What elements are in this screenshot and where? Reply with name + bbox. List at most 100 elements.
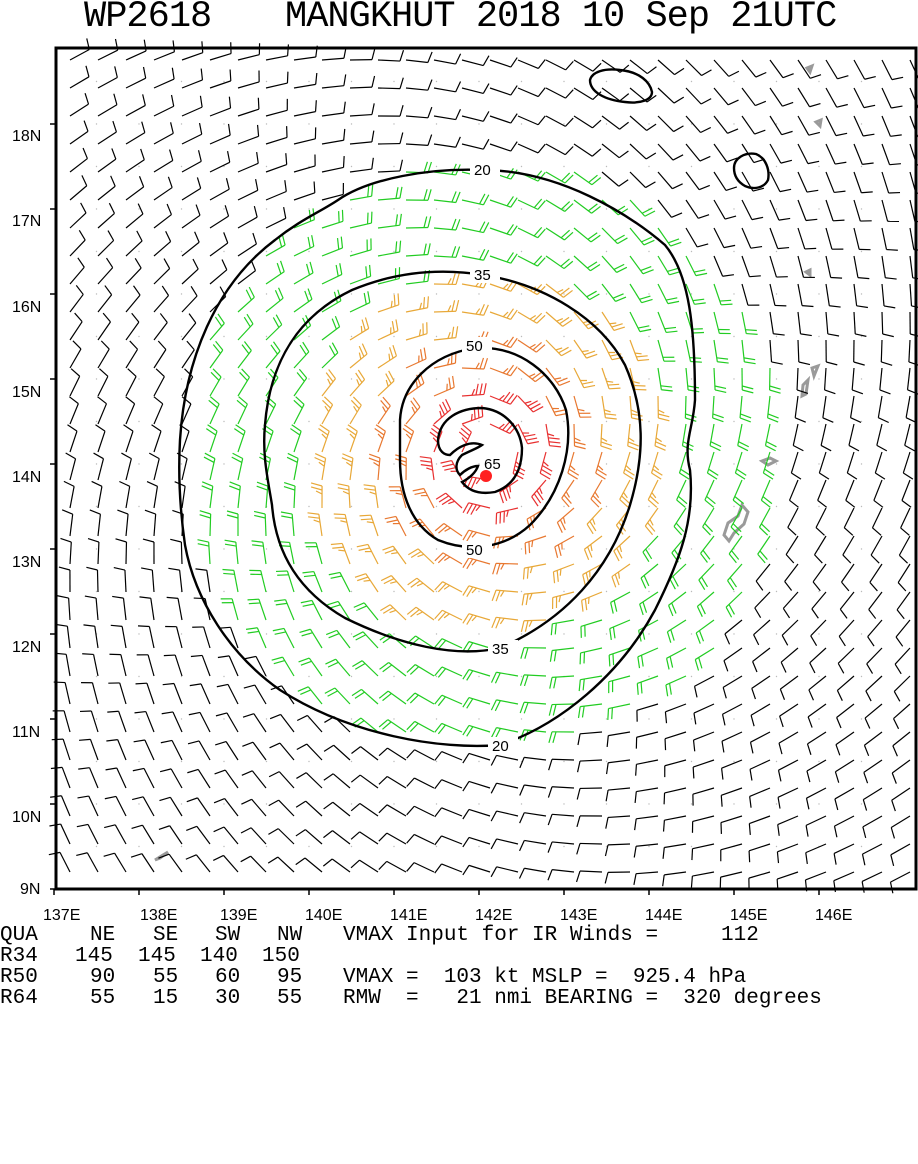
barb-feather — [892, 773, 896, 784]
barb-feather — [749, 276, 760, 277]
barb-shaft — [810, 648, 826, 663]
barb-shaft — [378, 198, 400, 200]
wind-barb — [862, 844, 882, 865]
barb-feather — [214, 799, 225, 803]
grid-dot — [181, 633, 182, 634]
wind-barb — [216, 713, 238, 732]
wind-barb — [114, 568, 126, 592]
barb-shaft — [342, 543, 350, 564]
wind-barb — [686, 200, 709, 218]
barb-shaft — [98, 431, 105, 452]
barb-shaft — [119, 711, 126, 732]
barb-feather — [326, 630, 337, 634]
island — [807, 66, 812, 72]
barb-shaft — [443, 553, 462, 564]
wind-barb — [138, 626, 154, 648]
barb-feather — [755, 608, 761, 618]
barb-feather — [810, 104, 821, 107]
wind-barb — [577, 788, 602, 799]
barb-feather — [386, 380, 388, 386]
grid-dot — [521, 81, 522, 82]
barb-feather — [285, 180, 286, 191]
barb-feather — [851, 418, 861, 423]
barb-shaft — [591, 480, 602, 499]
barb-feather — [361, 326, 362, 333]
wind-barb — [210, 178, 229, 200]
barb-shaft — [808, 732, 826, 744]
barb-feather — [218, 656, 229, 658]
barb-feather — [316, 73, 317, 84]
barb-feather — [790, 500, 799, 507]
wind-barb — [562, 480, 574, 507]
wind-barb — [238, 314, 253, 340]
wind-barb — [491, 839, 518, 849]
barb-shaft — [863, 788, 882, 800]
barb-shaft — [61, 796, 70, 816]
wind-barb — [892, 760, 910, 784]
grid-dot — [691, 463, 692, 464]
barb-feather — [133, 768, 144, 770]
barb-shaft — [202, 655, 210, 676]
barb-feather — [296, 773, 306, 779]
barb-feather — [786, 555, 794, 563]
barb-shaft — [664, 844, 686, 847]
barb-feather — [864, 772, 868, 783]
wind-barb — [658, 312, 677, 332]
wind-barb — [435, 752, 462, 761]
wind-barb — [582, 592, 602, 612]
wind-barb — [82, 654, 98, 676]
barb-feather — [338, 484, 349, 486]
barb-feather — [810, 663, 815, 673]
wind-barb — [154, 286, 169, 312]
barb-feather — [713, 414, 724, 418]
wind-barb — [630, 144, 656, 159]
grid-dot — [818, 633, 819, 634]
barb-feather — [241, 799, 251, 804]
barb-feather — [428, 216, 431, 227]
barb-feather — [670, 683, 672, 694]
barb-shaft — [90, 739, 98, 760]
barb-feather — [584, 549, 588, 560]
barb-feather — [836, 133, 847, 135]
wind-barb — [518, 227, 545, 237]
barb-feather — [548, 870, 552, 881]
wind-barb — [610, 620, 630, 640]
wind-barb — [821, 424, 831, 451]
wind-barb — [325, 688, 350, 704]
barb-shaft — [754, 620, 770, 635]
barb-feather — [471, 478, 476, 488]
barb-feather — [456, 247, 460, 258]
wind-barb — [297, 715, 322, 732]
grid-dot — [861, 506, 862, 507]
wind-barb — [574, 340, 597, 358]
grid-dot — [308, 81, 309, 82]
barb-feather — [419, 329, 420, 336]
wind-barb — [182, 259, 198, 284]
wind-barb — [385, 516, 406, 536]
barb-shaft — [870, 564, 882, 582]
barb-feather — [115, 66, 118, 77]
wind-barb — [214, 799, 238, 816]
barb-feather — [315, 454, 325, 459]
wind-barb — [60, 538, 71, 564]
barb-feather — [257, 486, 268, 490]
barb-feather — [108, 231, 114, 241]
barb-feather — [119, 482, 129, 487]
wind-barb — [210, 97, 231, 116]
wind-barb — [158, 854, 182, 872]
barb-feather — [322, 434, 327, 439]
barb-feather — [143, 94, 146, 105]
wind-barb — [714, 284, 732, 305]
grid-dot — [351, 336, 352, 337]
barb-shaft — [882, 88, 891, 108]
wind-barb — [620, 480, 630, 507]
wind-barb — [854, 88, 875, 108]
barb-shaft — [781, 648, 798, 662]
barb-feather — [484, 305, 489, 315]
barb-feather — [228, 151, 230, 162]
wind-barb — [826, 60, 848, 79]
wind-barb — [407, 863, 434, 872]
barb-shaft — [686, 116, 701, 133]
wind-barb — [550, 676, 574, 689]
barb-feather — [728, 100, 738, 105]
